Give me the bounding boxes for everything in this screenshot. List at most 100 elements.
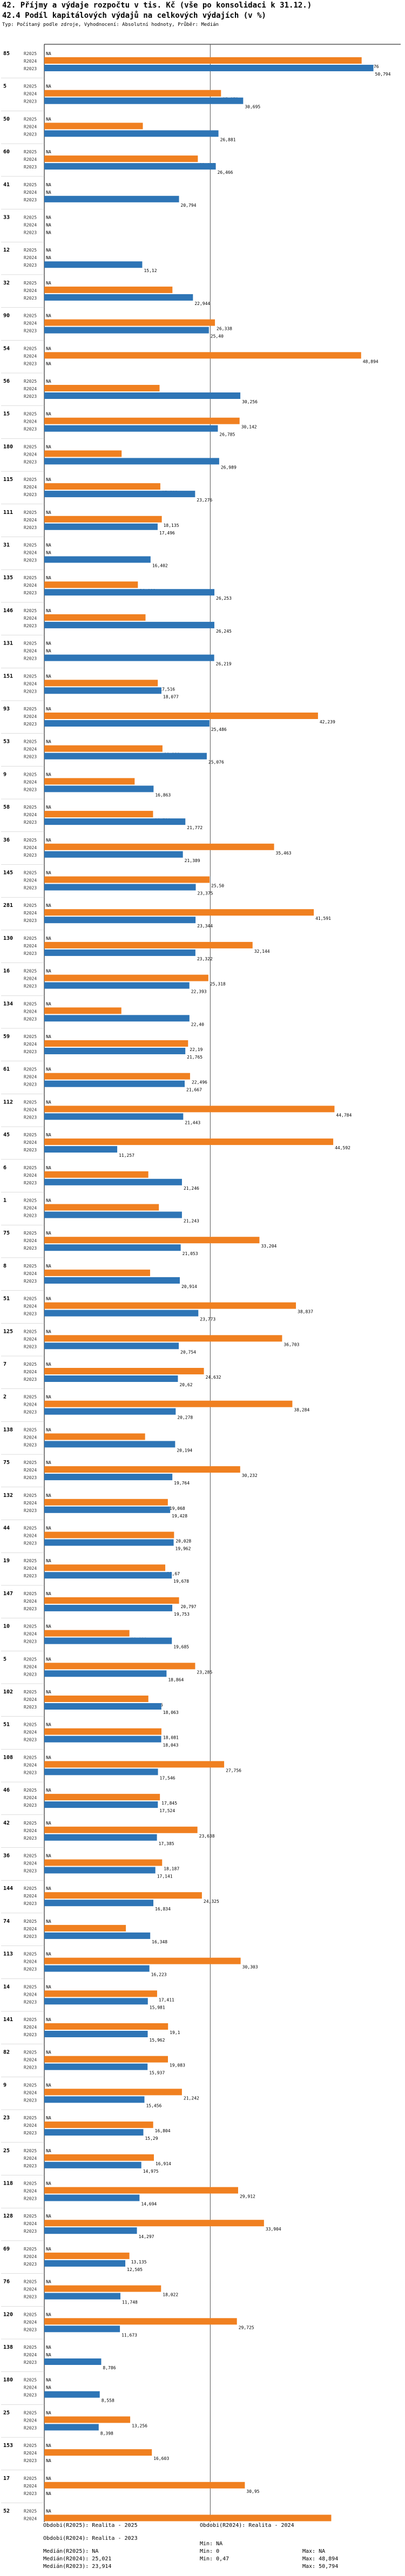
series-label: R2023: [24, 1049, 37, 1054]
series-label: R2023: [24, 2262, 37, 2267]
data-bar: [44, 1080, 185, 1087]
data-bar: [44, 1310, 199, 1317]
data-bar: [44, 614, 146, 621]
data-bar: [44, 523, 158, 530]
data-bar: [44, 1204, 159, 1211]
series-label: R2025: [24, 1788, 37, 1793]
na-label: NA: [46, 1558, 51, 1563]
category-label: 15: [3, 411, 10, 417]
data-label: 24,632: [206, 1375, 221, 1380]
series-label: R2024: [24, 649, 37, 654]
series-label: R2025: [24, 1133, 37, 1137]
data-label: 17,385: [159, 1841, 174, 1846]
data-label: 22,40: [191, 1022, 204, 1027]
footer-line: Max: 48,894: [302, 2556, 339, 2562]
series-label: R2025: [24, 1854, 37, 1859]
data-bar: [44, 1604, 173, 1611]
series-label: R2024: [24, 2254, 37, 2259]
series-label: R2023: [24, 1312, 37, 1317]
series-label: R2024: [24, 1271, 37, 1276]
data-bar: [44, 1073, 190, 1080]
data-label: 18,187: [164, 1867, 179, 1872]
data-bar: [44, 327, 209, 334]
data-bar: [44, 261, 143, 268]
category-label: 141: [3, 2017, 13, 2023]
data-bar: [44, 2031, 148, 2037]
data-label: 48,894: [363, 359, 379, 364]
series-label: R2025: [24, 969, 37, 974]
na-label: NA: [46, 1984, 51, 1989]
data-label: 18,063: [163, 1710, 179, 1715]
series-label: R2023: [24, 722, 37, 727]
footer-line: [302, 2535, 338, 2543]
series-label: R2025: [24, 805, 37, 810]
data-bar: [44, 1670, 167, 1677]
data-label: 17,141: [157, 1874, 173, 1879]
series-label: R2023: [24, 2327, 37, 2332]
data-label: 21,765: [187, 1055, 202, 1060]
data-bar: [44, 385, 160, 391]
data-bar: [44, 909, 314, 916]
category-label: 12: [3, 247, 10, 253]
data-bar: [44, 753, 207, 760]
data-label: 21,389: [185, 858, 200, 863]
data-label: 18,043: [163, 1743, 179, 1748]
series-label: R2023: [24, 2197, 37, 2201]
series-label: R2024: [24, 157, 37, 162]
na-label: NA: [46, 1657, 51, 1662]
na-label: NA: [46, 551, 51, 555]
chart-footer: Obdobi(R2025): Realita - 2025 Obdobi(R20…: [0, 2522, 405, 2576]
data-bar: [44, 2482, 245, 2489]
series-label: R2025: [24, 2148, 37, 2153]
data-label: 17,516: [159, 687, 175, 692]
na-label: NA: [46, 740, 51, 744]
series-label: R2023: [24, 1148, 37, 1153]
data-bar: [44, 982, 190, 989]
data-label: 26,219: [216, 662, 232, 667]
series-label: R2023: [24, 1115, 37, 1120]
data-bar: [44, 1433, 145, 1440]
data-bar: [44, 1768, 158, 1775]
na-label: NA: [46, 2280, 51, 2284]
series-label: R2024: [24, 977, 37, 981]
series-label: R2024: [24, 92, 37, 97]
series-label: R2025: [24, 575, 37, 580]
category-label: 146: [3, 608, 13, 614]
data-bar: [44, 1801, 158, 1808]
series-label: R2023: [24, 951, 37, 956]
na-label: NA: [46, 2017, 51, 2022]
data-label: 23,375: [198, 891, 213, 896]
data-bar: [44, 2063, 148, 2070]
data-bar: [44, 1900, 154, 1907]
footer-line: Obdobi(R2024): Realita - 2023: [43, 2536, 138, 2541]
na-label: NA: [46, 2345, 51, 2350]
data-label: 41,591: [315, 916, 331, 921]
data-label: 20,194: [177, 1448, 192, 1453]
data-label: 19,428: [172, 1514, 187, 1519]
data-bar: [44, 90, 221, 97]
data-bar: [44, 1630, 130, 1637]
data-bar: [44, 123, 143, 130]
series-label: R2023: [24, 394, 37, 399]
series-label: R2023: [24, 1934, 37, 1939]
data-label: 15,456: [146, 2103, 161, 2108]
data-label: 17,546: [160, 1775, 176, 1780]
series-label: R2024: [24, 223, 37, 228]
series-label: R2023: [24, 623, 37, 628]
data-bar: [44, 1441, 176, 1448]
footer-column-min: Obdobi(R2024): Realita - 2024 Min: NA Mi…: [200, 2522, 294, 2563]
series-label: R2024: [24, 2189, 37, 2194]
na-label: NA: [46, 936, 51, 941]
series-label: R2024: [24, 288, 37, 293]
na-label: NA: [46, 1198, 51, 1203]
series-label: R2023: [24, 2065, 37, 2070]
series-label: R2025: [24, 1001, 37, 1006]
data-bar: [44, 2096, 145, 2103]
data-bar: [44, 417, 240, 424]
data-label: 27,756: [226, 1768, 241, 1773]
series-label: R2023: [24, 1770, 37, 1775]
data-bar: [44, 2194, 140, 2201]
data-bar: [44, 2154, 154, 2161]
series-label: R2023: [24, 558, 37, 563]
category-label: 180: [3, 444, 13, 450]
